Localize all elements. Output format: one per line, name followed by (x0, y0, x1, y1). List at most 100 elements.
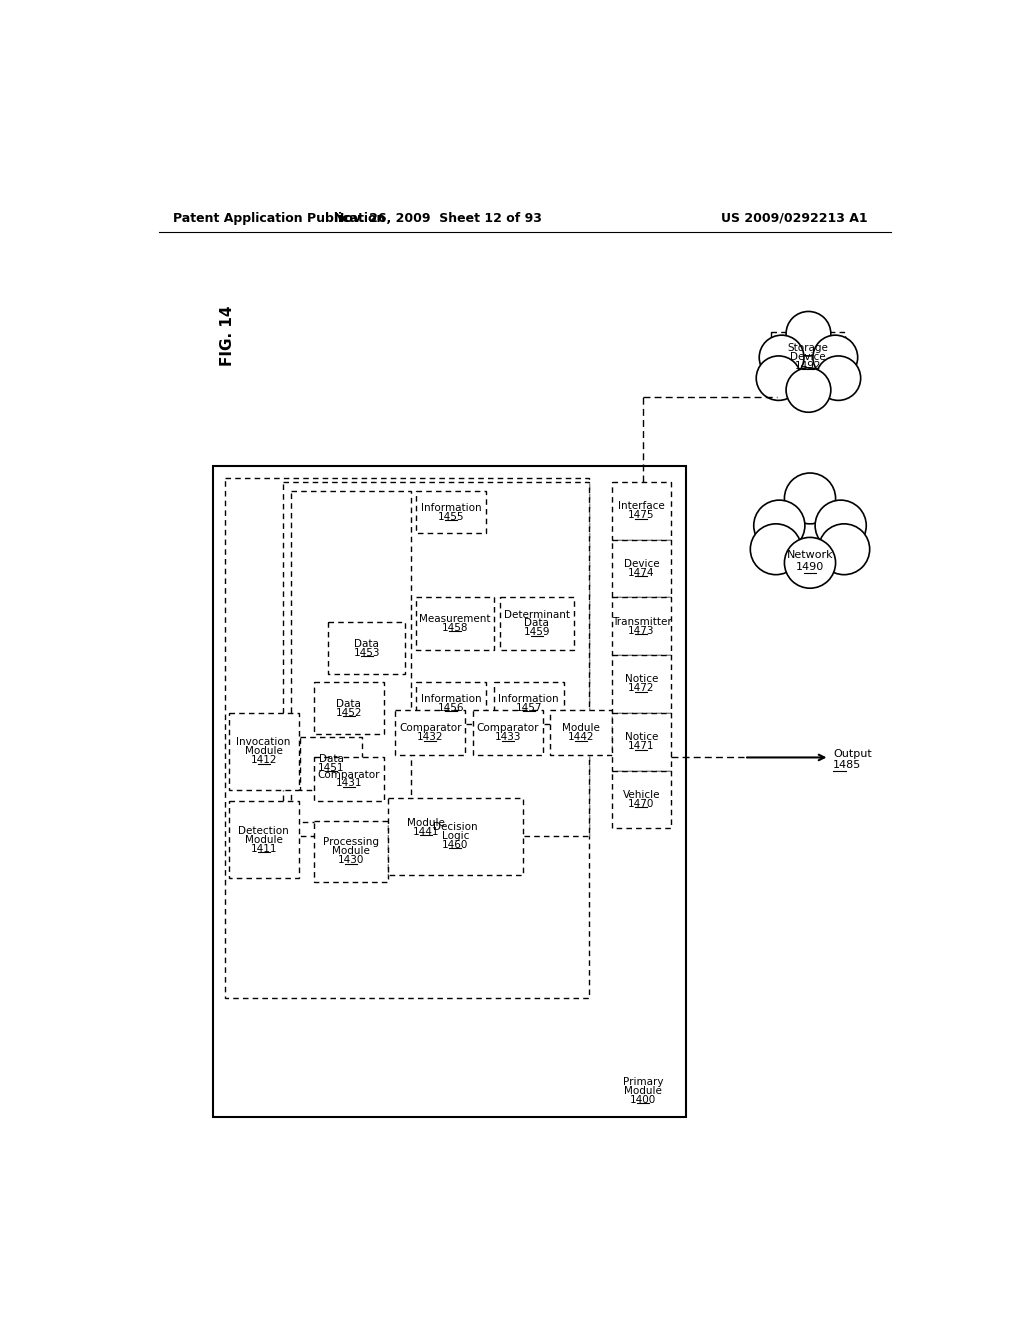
Circle shape (751, 524, 802, 574)
Text: Comparator: Comparator (399, 723, 462, 734)
Text: 1400: 1400 (630, 1094, 656, 1105)
Text: 1456: 1456 (438, 702, 465, 713)
Bar (550, 710, 612, 755)
Text: Decision: Decision (433, 822, 478, 832)
Text: 1457: 1457 (515, 702, 542, 713)
Text: Module: Module (625, 1086, 663, 1096)
Text: Transmitter: Transmitter (611, 616, 672, 627)
Text: 1411: 1411 (251, 843, 276, 854)
Text: Patent Application Publication: Patent Application Publication (173, 213, 385, 224)
Circle shape (757, 356, 801, 400)
Bar (473, 710, 543, 755)
Text: Network: Network (786, 550, 834, 560)
Text: 1433: 1433 (495, 733, 521, 742)
Circle shape (816, 356, 860, 400)
Text: 1459: 1459 (523, 627, 550, 638)
Text: Data: Data (318, 754, 343, 764)
Bar (417, 491, 486, 533)
Text: Data: Data (524, 619, 549, 628)
Text: 1452: 1452 (336, 708, 362, 718)
Text: Comparator: Comparator (317, 770, 380, 780)
Text: 1492: 1492 (795, 360, 821, 371)
Bar (300, 738, 362, 789)
Text: 1471: 1471 (628, 741, 654, 751)
Bar (500, 597, 573, 649)
Bar (612, 482, 671, 540)
Bar (494, 682, 563, 725)
Text: Notice: Notice (625, 675, 658, 685)
Circle shape (784, 473, 836, 524)
Text: Storage: Storage (787, 343, 828, 352)
Bar (612, 597, 671, 655)
Text: Device: Device (624, 558, 659, 569)
Text: 1458: 1458 (441, 623, 468, 634)
Text: 1470: 1470 (629, 799, 654, 809)
Text: Output: Output (834, 748, 872, 759)
Text: 1430: 1430 (338, 855, 364, 866)
Text: Measurement: Measurement (419, 614, 490, 624)
Bar (225, 478, 589, 998)
Text: 1485: 1485 (834, 760, 861, 770)
Bar (417, 597, 494, 649)
Text: Nov. 26, 2009  Sheet 12 of 93: Nov. 26, 2009 Sheet 12 of 93 (334, 213, 542, 224)
Bar (612, 540, 671, 597)
Text: 1453: 1453 (353, 648, 380, 657)
Bar (314, 821, 388, 882)
Text: US 2009/0292213 A1: US 2009/0292213 A1 (721, 213, 867, 224)
Text: Comparator: Comparator (476, 723, 539, 734)
Circle shape (815, 500, 866, 550)
Bar (291, 491, 411, 822)
Text: Information: Information (421, 503, 481, 512)
Bar (328, 622, 406, 675)
Text: Module: Module (332, 846, 370, 857)
Circle shape (818, 524, 869, 574)
Circle shape (786, 312, 830, 356)
Text: 1472: 1472 (628, 684, 654, 693)
Text: 1432: 1432 (417, 733, 443, 742)
Bar (612, 655, 671, 713)
Bar (283, 482, 589, 836)
Text: Module: Module (245, 834, 283, 845)
Circle shape (759, 335, 804, 380)
Text: 1441: 1441 (413, 828, 439, 837)
Text: Module: Module (245, 746, 283, 756)
Bar (417, 682, 486, 725)
Text: 1412: 1412 (251, 755, 276, 766)
Text: 1475: 1475 (628, 510, 654, 520)
Bar (388, 797, 523, 874)
Circle shape (784, 537, 836, 589)
Text: Invocation: Invocation (237, 738, 291, 747)
Bar (228, 801, 299, 878)
Text: Module: Module (408, 818, 445, 828)
Bar (395, 805, 458, 850)
Bar (612, 771, 671, 829)
Text: Processing: Processing (323, 837, 379, 847)
Text: 1451: 1451 (317, 763, 344, 774)
Text: Module: Module (562, 723, 600, 734)
Text: 1460: 1460 (442, 840, 469, 850)
Text: Notice: Notice (625, 733, 658, 742)
Text: Information: Information (499, 694, 559, 704)
Text: Data: Data (354, 639, 379, 648)
Text: Determinant: Determinant (504, 610, 569, 619)
Bar (228, 713, 299, 789)
Text: 1442: 1442 (568, 733, 595, 742)
Bar (314, 756, 384, 801)
Bar (771, 331, 845, 381)
Bar (612, 713, 671, 771)
Text: Interface: Interface (618, 502, 665, 511)
Text: 1455: 1455 (438, 512, 465, 521)
Bar (314, 682, 384, 734)
Text: FIG. 14: FIG. 14 (220, 305, 234, 366)
Text: Information: Information (421, 694, 481, 704)
Text: Detection: Detection (239, 826, 289, 836)
Bar (213, 466, 686, 1117)
Text: Primary: Primary (624, 1077, 664, 1086)
Bar (395, 710, 465, 755)
Text: 1490: 1490 (796, 561, 824, 572)
Text: Device: Device (791, 351, 826, 362)
Circle shape (754, 500, 805, 550)
Circle shape (786, 368, 830, 412)
Text: Logic: Logic (441, 832, 469, 841)
Text: 1473: 1473 (628, 626, 654, 636)
